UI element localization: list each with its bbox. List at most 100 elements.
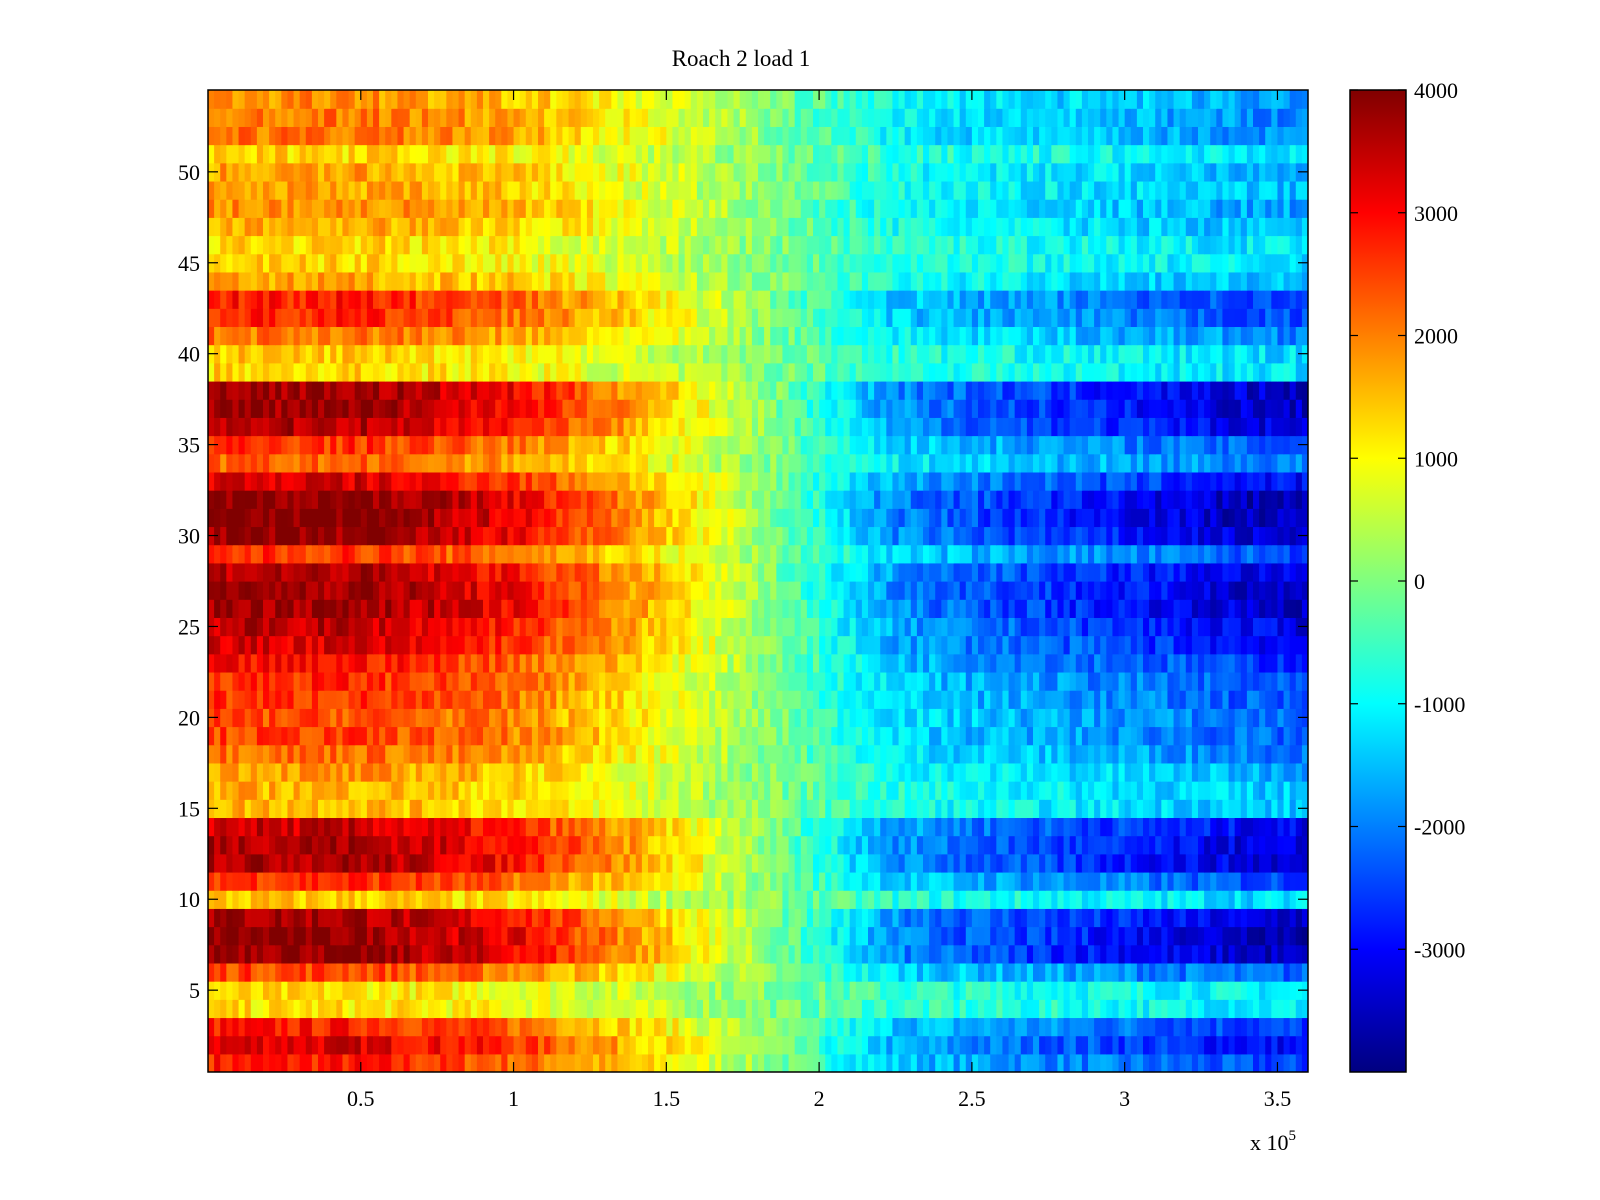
heatmap-cell [1094, 708, 1101, 728]
heatmap-cell [764, 999, 771, 1019]
heatmap-cell [1008, 762, 1016, 782]
heatmap-cell [959, 999, 967, 1019]
heatmap-cell [403, 671, 411, 691]
heatmap-cell [421, 871, 429, 891]
heatmap-cell [293, 762, 301, 782]
heatmap-cell [586, 962, 594, 982]
heatmap-cell [281, 581, 289, 600]
heatmap-cell [397, 908, 405, 928]
heatmap-cell [971, 871, 979, 891]
heatmap-cell [1039, 926, 1046, 946]
heatmap-cell [611, 853, 619, 873]
heatmap-cell [788, 617, 796, 637]
heatmap-cell [1130, 617, 1138, 637]
heatmap-cell [1088, 853, 1095, 873]
heatmap-cell [654, 944, 661, 964]
heatmap-cell [446, 581, 454, 600]
heatmap-cell [605, 908, 612, 928]
heatmap-cell [1228, 762, 1236, 782]
heatmap-cell [660, 981, 667, 1000]
heatmap-cell [299, 908, 307, 928]
heatmap-cell [458, 1017, 466, 1037]
heatmap-cell [544, 1035, 551, 1055]
heatmap-cell [794, 890, 802, 909]
heatmap-cell [1185, 799, 1193, 819]
heatmap-cell [1124, 635, 1132, 655]
heatmap-cell [831, 981, 839, 1000]
heatmap-cell [739, 1035, 747, 1055]
heatmap-cell [483, 962, 490, 982]
heatmap-cell [519, 1035, 527, 1055]
heatmap-cell [1295, 581, 1303, 600]
heatmap-cell [440, 581, 447, 600]
heatmap-cell [1173, 890, 1181, 909]
heatmap-cell [568, 781, 576, 800]
heatmap-cell [617, 617, 625, 637]
heatmap-cell [971, 708, 979, 728]
heatmap-cell [568, 1035, 576, 1055]
heatmap-cell [483, 999, 490, 1019]
heatmap-cell [232, 817, 240, 837]
heatmap-cell [1045, 799, 1052, 819]
heatmap-cell [318, 1053, 325, 1072]
heatmap-cell [1106, 1035, 1114, 1055]
heatmap-cell [1289, 999, 1297, 1019]
heatmap-cell [910, 635, 918, 655]
heatmap-cell [678, 781, 686, 800]
heatmap-cell [843, 799, 851, 819]
heatmap-cell [324, 653, 331, 673]
heatmap-cell [929, 671, 936, 691]
heatmap-cell [758, 1017, 765, 1037]
heatmap-cell [1216, 617, 1224, 637]
heatmap-cell [641, 908, 649, 928]
heatmap-cell [709, 617, 716, 637]
heatmap-cell [458, 981, 466, 1000]
heatmap-cell [629, 1053, 637, 1072]
heatmap-cell [825, 981, 832, 1000]
heatmap-cell [458, 617, 466, 637]
heatmap-cell [1222, 926, 1230, 946]
heatmap-cell [452, 871, 460, 891]
heatmap-cell [1088, 762, 1095, 782]
heatmap-cell [1130, 926, 1138, 946]
heatmap-cell [1051, 581, 1059, 600]
heatmap-cell [513, 962, 521, 982]
heatmap-cell [256, 890, 264, 909]
heatmap-cell [580, 1035, 588, 1055]
heatmap-cell [831, 690, 839, 709]
heatmap-cell [385, 744, 392, 764]
heatmap-cell [1002, 562, 1010, 582]
heatmap-cell [544, 890, 551, 909]
heatmap-cell [990, 690, 997, 709]
heatmap-cell [1124, 690, 1132, 709]
heatmap-cell [623, 944, 631, 964]
heatmap-cell [1014, 944, 1022, 964]
heatmap-cell [1295, 871, 1303, 891]
heatmap-cell [904, 726, 912, 746]
heatmap-cell [1222, 1053, 1230, 1072]
heatmap-cell [635, 981, 643, 1000]
heatmap-cell [758, 581, 765, 600]
heatmap-cell [727, 817, 735, 837]
heatmap-cell [703, 671, 710, 691]
heatmap-cell [690, 962, 698, 982]
heatmap-cell [800, 781, 808, 800]
heatmap-cell [293, 1017, 301, 1037]
heatmap-cell [1008, 744, 1016, 764]
heatmap-cell [965, 726, 973, 746]
heatmap-cell [929, 762, 936, 782]
heatmap-cell [519, 853, 527, 873]
heatmap-cell [1112, 908, 1120, 928]
heatmap-cell [1100, 653, 1107, 673]
heatmap-cell [483, 817, 490, 837]
heatmap-cell [1057, 871, 1065, 891]
heatmap-cell [849, 835, 857, 855]
heatmap-cell [1063, 762, 1071, 782]
heatmap-cell [263, 562, 270, 582]
heatmap-cell [715, 744, 722, 764]
heatmap-cell [800, 981, 808, 1000]
heatmap-cell [1271, 999, 1279, 1019]
heatmap-cell [397, 1053, 405, 1072]
heatmap-cell [715, 562, 722, 582]
heatmap-cell [366, 926, 374, 946]
